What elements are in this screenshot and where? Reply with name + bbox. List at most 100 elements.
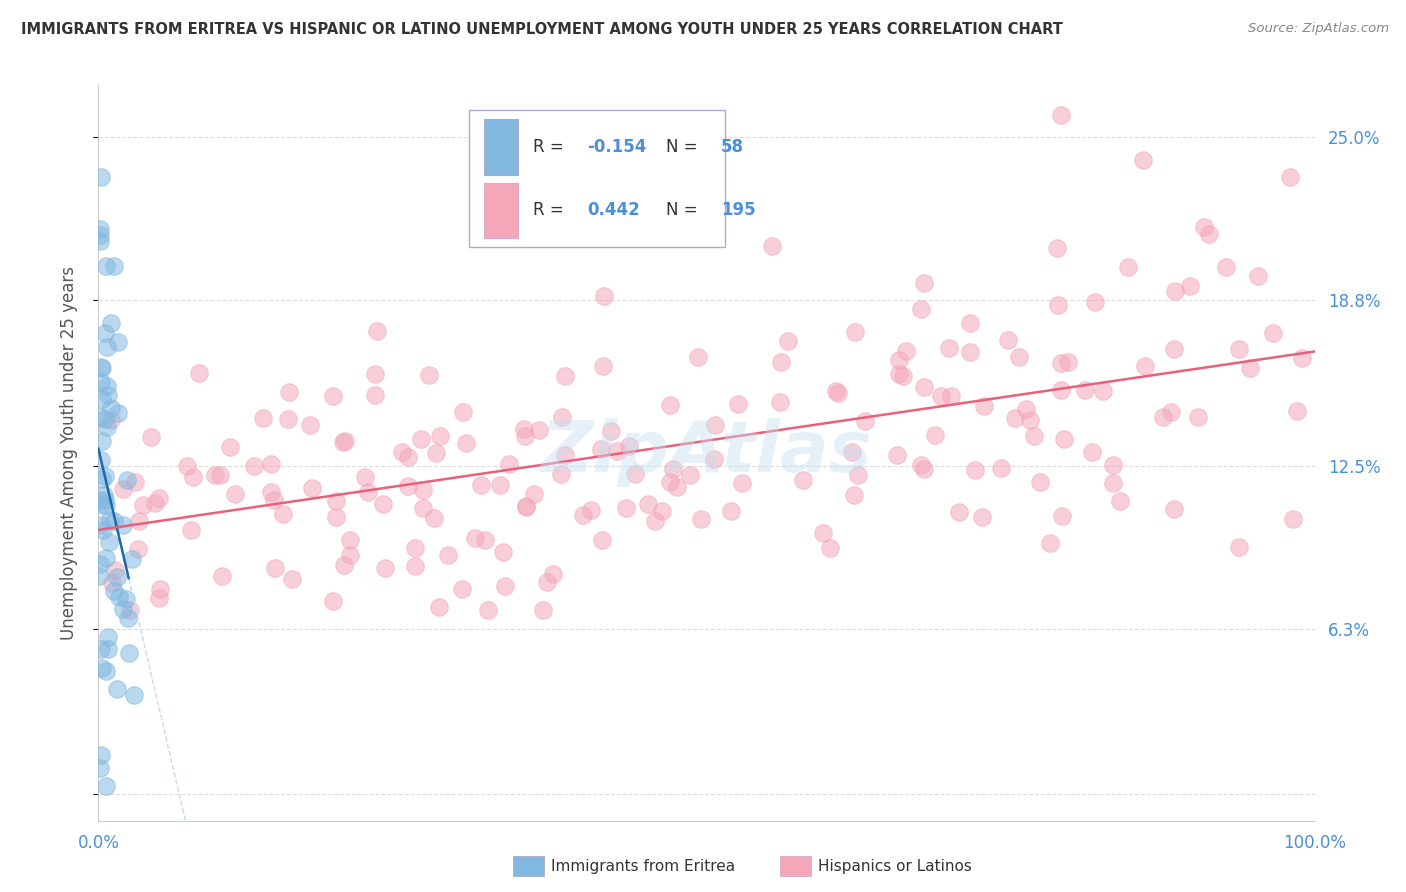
Point [498,457,520,471]
Point [492,545,515,559]
Point [409,432,432,446]
Point [117,473,139,487]
FancyBboxPatch shape [484,183,517,238]
Point [1091,384,1114,399]
Point [1132,153,1154,168]
Point [581,503,603,517]
Y-axis label: Unemployment Among Youth under 25 years: Unemployment Among Youth under 25 years [59,266,77,640]
Point [94,780,117,794]
Point [1215,260,1237,274]
Point [489,477,512,491]
Point [149,582,172,597]
Point [107,335,129,350]
Point [1049,108,1071,122]
Point [1285,404,1308,418]
Point [1192,220,1215,235]
Point [679,467,702,482]
Point [818,541,841,555]
Point [128,514,150,528]
Point [1008,351,1031,365]
Point [592,359,614,373]
Point [89,761,111,775]
Point [94,326,117,340]
Point [90,641,112,656]
Point [366,324,388,338]
Point [658,475,681,490]
Point [912,461,935,475]
Point [93,488,115,502]
Point [1227,342,1250,356]
Point [277,412,299,426]
Point [188,366,211,380]
Point [96,379,118,393]
Point [1163,502,1185,516]
Text: R =: R = [533,138,568,156]
Point [97,630,120,644]
Point [90,375,112,389]
Point [104,563,127,577]
Point [89,234,111,248]
Point [959,317,981,331]
Point [541,567,564,582]
Point [1057,354,1080,368]
Point [972,510,994,524]
Point [853,414,876,428]
Point [666,480,689,494]
Point [886,449,908,463]
Point [842,488,865,502]
Point [644,514,666,528]
Point [704,418,727,433]
Point [591,442,613,457]
Point [931,389,953,403]
Point [1281,512,1303,526]
Text: Source: ZipAtlas.com: Source: ZipAtlas.com [1249,22,1389,36]
Point [100,316,122,330]
Point [89,409,111,424]
Point [89,222,111,236]
Point [554,368,576,383]
Point [93,469,115,483]
Point [148,491,170,505]
Point [464,532,486,546]
Point [108,590,131,604]
Point [114,591,136,606]
Text: Hispanics or Latinos: Hispanics or Latinos [818,859,972,873]
Point [103,584,125,599]
Point [825,384,848,398]
Point [997,333,1019,347]
Text: 58: 58 [721,138,744,156]
Point [572,508,595,522]
Point [96,664,118,678]
Point [100,412,122,426]
Point [624,467,647,482]
Text: -0.154: -0.154 [588,138,647,156]
Point [423,511,446,525]
Point [332,435,354,450]
Point [412,483,434,497]
Point [204,468,226,483]
Point [98,512,121,526]
Point [425,446,447,460]
Text: ZipAtlas: ZipAtlas [541,418,872,487]
Text: IMMIGRANTS FROM ERITREA VS HISPANIC OR LATINO UNEMPLOYMENT AMONG YOUTH UNDER 25 : IMMIGRANTS FROM ERITREA VS HISPANIC OR L… [21,22,1063,37]
Point [94,412,117,426]
Point [143,496,166,510]
Point [650,504,672,518]
Point [107,406,129,420]
Point [111,518,134,533]
Point [515,500,537,515]
Point [339,533,361,547]
Point [260,484,283,499]
Point [94,492,117,507]
Point [1278,169,1301,184]
Point [1015,401,1038,416]
Point [948,505,970,519]
Point [98,534,121,549]
Point [606,444,628,458]
Point [591,533,613,547]
Point [273,508,295,522]
Point [87,493,110,508]
Point [841,445,863,459]
Point [90,661,112,675]
Point [1081,444,1104,458]
